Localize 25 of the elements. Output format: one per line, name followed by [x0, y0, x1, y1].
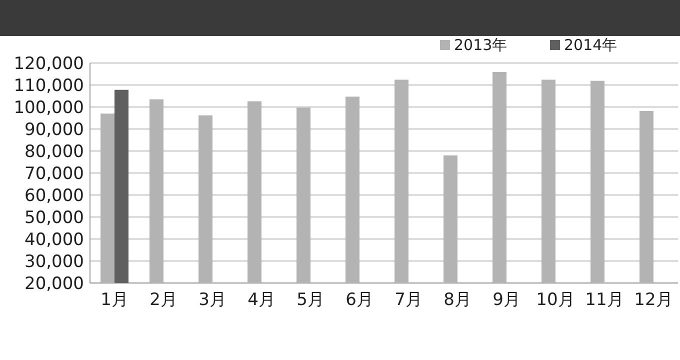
y-tick-label: 70,000 [24, 164, 84, 184]
y-tick-label: 30,000 [24, 252, 84, 272]
x-tick-label: 9月 [492, 290, 520, 310]
x-tick-label: 6月 [346, 290, 374, 310]
y-tick-label: 100,000 [14, 98, 84, 118]
y-tick-label: 110,000 [14, 76, 84, 96]
x-tick-label: 5月 [296, 290, 324, 310]
y-tick-label: 50,000 [24, 208, 84, 228]
x-tick-label: 2月 [150, 290, 178, 310]
y-tick-label: 120,000 [14, 54, 84, 74]
x-tick-label: 7月 [394, 290, 422, 310]
y-tick-label: 20,000 [24, 274, 84, 294]
legend-label: 2014年 [564, 36, 618, 54]
y-tick-label: 60,000 [24, 186, 84, 206]
legend-label: 2013年 [454, 36, 508, 54]
x-tick-label: 12月 [634, 290, 673, 310]
x-tick-label: 10月 [536, 290, 575, 310]
y-tick-label: 80,000 [24, 142, 84, 162]
x-tick-label: 1月 [100, 290, 128, 310]
y-tick-label: 40,000 [24, 230, 84, 250]
x-tick-label: 8月 [444, 290, 472, 310]
x-tick-label: 3月 [198, 290, 226, 310]
x-tick-label: 4月 [248, 290, 276, 310]
x-tick-label: 11月 [585, 290, 624, 310]
y-tick-label: 90,000 [24, 120, 84, 140]
